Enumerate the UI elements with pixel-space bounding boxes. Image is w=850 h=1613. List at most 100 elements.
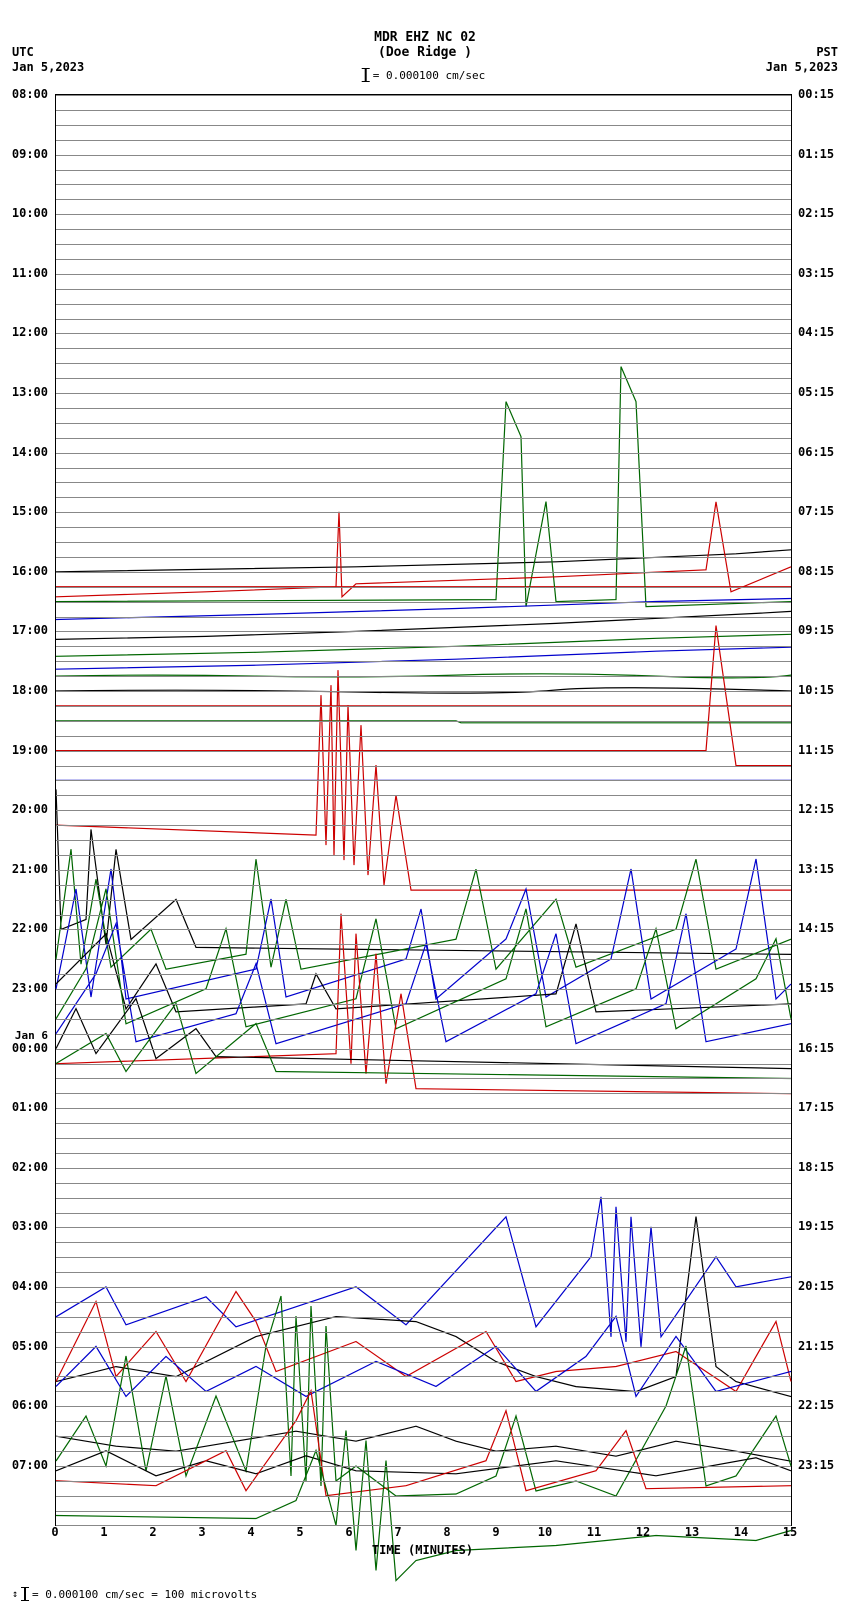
- grid-line: [56, 1287, 791, 1288]
- utc-hour-label: 10:00: [12, 207, 48, 219]
- grid-line: [56, 304, 791, 305]
- grid-line: [56, 1049, 791, 1050]
- grid-line: [56, 1272, 791, 1273]
- grid-line: [56, 333, 791, 334]
- grid-line: [56, 125, 791, 126]
- seismic-trace: [56, 914, 791, 1044]
- title-block: MDR EHZ NC 02 (Doe Ridge ): [374, 30, 476, 60]
- grid-line: [56, 1183, 791, 1184]
- grid-line: [56, 1168, 791, 1169]
- grid-line: [56, 527, 791, 528]
- footer-scale-bar-icon: [24, 1587, 26, 1601]
- grid-line: [56, 274, 791, 275]
- grid-line: [56, 795, 791, 796]
- grid-line: [56, 1376, 791, 1377]
- seismic-trace: [56, 502, 791, 597]
- grid-line: [56, 900, 791, 901]
- grid-line: [56, 1347, 791, 1348]
- scale-indicator: = 0.000100 cm/sec: [365, 68, 486, 82]
- pst-hour-label: 06:15: [798, 446, 834, 458]
- grid-line: [56, 1391, 791, 1392]
- grid-line: [56, 810, 791, 811]
- grid-line: [56, 1034, 791, 1035]
- grid-line: [56, 1064, 791, 1065]
- pst-hour-label: 18:15: [798, 1161, 834, 1173]
- grid-line: [56, 885, 791, 886]
- grid-line: [56, 378, 791, 379]
- pst-hour-label: 21:15: [798, 1340, 834, 1352]
- utc-hour-label: 12:00: [12, 326, 48, 338]
- grid-line: [56, 259, 791, 260]
- grid-line: [56, 110, 791, 111]
- x-axis: TIME (MINUTES) 0123456789101112131415: [55, 1523, 790, 1558]
- grid-line: [56, 1496, 791, 1497]
- pst-hour-label: 05:15: [798, 386, 834, 398]
- pst-hour-label: 10:15: [798, 684, 834, 696]
- utc-hour-label: 21:00: [12, 863, 48, 875]
- pst-hour-label: 02:15: [798, 207, 834, 219]
- utc-hour-label: 13:00: [12, 386, 48, 398]
- utc-hour-label: 20:00: [12, 803, 48, 815]
- pst-hour-label: 20:15: [798, 1280, 834, 1292]
- date-left: Jan 5,2023: [12, 60, 84, 74]
- grid-line: [56, 1481, 791, 1482]
- grid-line: [56, 855, 791, 856]
- seismic-trace: [56, 1004, 791, 1079]
- utc-hour-label: 19:00: [12, 744, 48, 756]
- grid-line: [56, 1242, 791, 1243]
- footer-scale-text: = 0.000100 cm/sec = 100 microvolts: [32, 1588, 257, 1601]
- x-tick-label: 4: [247, 1525, 254, 1539]
- utc-hour-label: 15:00: [12, 505, 48, 517]
- footer-scale: ↕ = 0.000100 cm/sec = 100 microvolts: [12, 1587, 257, 1601]
- grid-line: [56, 1511, 791, 1512]
- utc-hour-label: 00:00: [12, 1042, 48, 1054]
- grid-line: [56, 244, 791, 245]
- x-tick-label: 12: [636, 1525, 650, 1539]
- grid-line: [56, 363, 791, 364]
- utc-hour-label: 18:00: [12, 684, 48, 696]
- utc-hour-label: 06:00: [12, 1399, 48, 1411]
- grid-line: [56, 199, 791, 200]
- utc-hour-label: 04:00: [12, 1280, 48, 1292]
- utc-hour-label: 01:00: [12, 1101, 48, 1113]
- pst-hour-label: 01:15: [798, 148, 834, 160]
- grid-line: [56, 214, 791, 215]
- grid-line: [56, 1451, 791, 1452]
- grid-line: [56, 1213, 791, 1214]
- grid-line: [56, 661, 791, 662]
- grid-line: [56, 1227, 791, 1228]
- x-tick-label: 7: [394, 1525, 401, 1539]
- grid-line: [56, 1019, 791, 1020]
- grid-line: [56, 512, 791, 513]
- grid-line: [56, 617, 791, 618]
- grid-line: [56, 721, 791, 722]
- grid-line: [56, 989, 791, 990]
- x-tick-label: 10: [538, 1525, 552, 1539]
- timezone-left: UTC: [12, 45, 34, 59]
- utc-hour-label: 23:00: [12, 982, 48, 994]
- grid-line: [56, 408, 791, 409]
- grid-line: [56, 646, 791, 647]
- seismic-trace: [56, 1426, 791, 1461]
- x-tick-label: 0: [51, 1525, 58, 1539]
- grid-line: [56, 1257, 791, 1258]
- grid-line: [56, 602, 791, 603]
- x-tick-label: 14: [734, 1525, 748, 1539]
- grid-line: [56, 453, 791, 454]
- grid-line: [56, 423, 791, 424]
- grid-line: [56, 1466, 791, 1467]
- pst-hour-label: 12:15: [798, 803, 834, 815]
- utc-hour-label: 08:00: [12, 88, 48, 100]
- grid-line: [56, 587, 791, 588]
- scale-text: = 0.000100 cm/sec: [373, 69, 486, 82]
- date-marker: Jan 6: [15, 1030, 48, 1041]
- utc-hour-label: 09:00: [12, 148, 48, 160]
- grid-line: [56, 1332, 791, 1333]
- pst-hour-label: 14:15: [798, 922, 834, 934]
- grid-line: [56, 497, 791, 498]
- grid-line: [56, 736, 791, 737]
- grid-line: [56, 929, 791, 930]
- grid-line: [56, 780, 791, 781]
- x-tick-label: 11: [587, 1525, 601, 1539]
- x-tick-label: 8: [443, 1525, 450, 1539]
